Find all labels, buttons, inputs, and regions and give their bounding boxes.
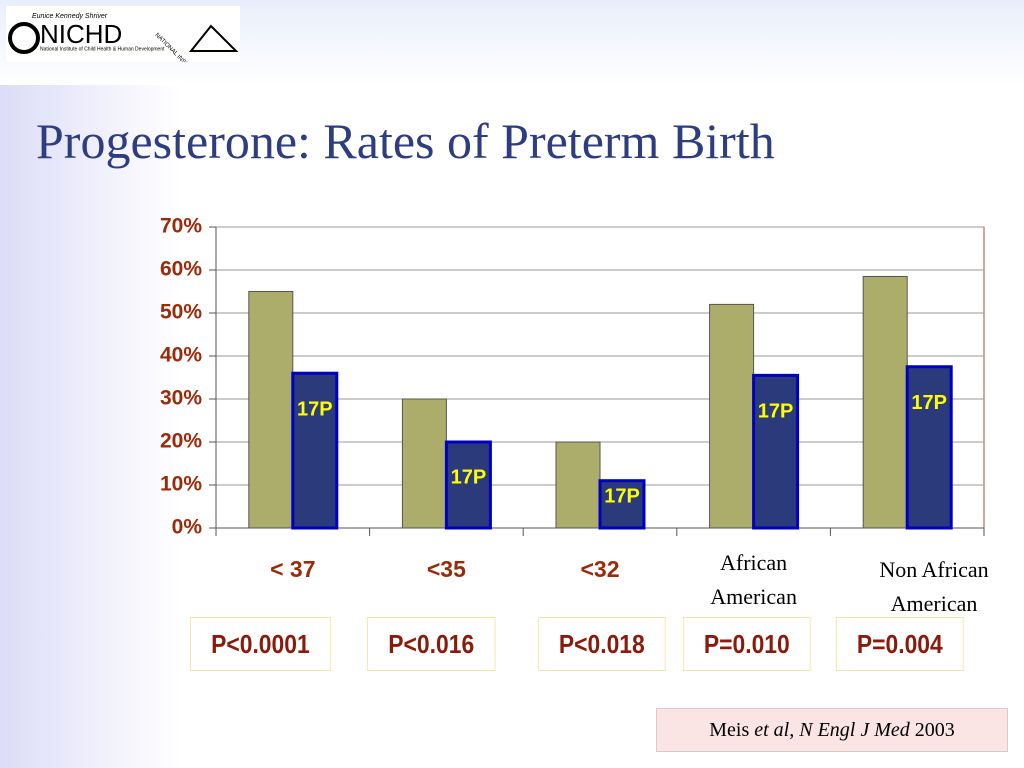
y-tick-label: 60% [160, 258, 202, 281]
bar-label: 17P [451, 466, 487, 488]
y-tick-label: 20% [160, 430, 202, 453]
logo-subtitle: National Institute of Child Health & Hum… [40, 46, 165, 52]
p-value: P=0.010 [683, 617, 811, 671]
citation-journal: N Engl J Med [799, 718, 910, 741]
citation-year: 2003 [914, 718, 955, 741]
x-tick-label: <32 [580, 556, 620, 582]
y-tick-label: 30% [160, 387, 202, 410]
logo-ring [8, 22, 40, 54]
bar [248, 291, 294, 529]
y-tick-label: 40% [160, 344, 202, 367]
p-value: P<0.0001 [190, 617, 331, 671]
bar [752, 373, 800, 530]
p-value: P=0.004 [836, 617, 964, 671]
bar [555, 441, 601, 529]
x-tick-label: <35 [426, 556, 466, 582]
chart-title: Progesterone: Rates of Preterm Birth [36, 113, 775, 169]
citation-author: Meis [709, 718, 750, 741]
bar-label: 17P [758, 401, 794, 423]
bar [709, 303, 755, 529]
bar [401, 398, 447, 529]
bar-label: 17P [911, 392, 947, 414]
logo-tagline: Eunice Kennedy Shriver [32, 13, 108, 20]
bar [444, 440, 492, 530]
bar [905, 365, 953, 530]
logo-name: NICHD [40, 19, 122, 49]
x-tick-label: African American [710, 550, 797, 609]
p-value: P<0.016 [367, 617, 496, 671]
citation-etal: et al, [754, 718, 795, 741]
bar-label: 17P [297, 398, 333, 420]
bar [598, 479, 646, 530]
bar-label: 17P [604, 486, 640, 508]
citation: Meis et al, N Engl J Med 2003 [656, 708, 1008, 752]
logo-hhs [188, 24, 239, 52]
bar [862, 275, 908, 529]
y-tick-label: 70% [160, 215, 202, 238]
bar [291, 371, 339, 530]
x-tick-label: Non African American [879, 557, 989, 616]
p-value: P<0.018 [538, 617, 666, 671]
y-tick-label: 0% [172, 516, 203, 539]
x-tick-label: < 37 [270, 556, 316, 582]
y-tick-label: 10% [160, 473, 202, 496]
y-tick-label: 50% [160, 301, 202, 324]
